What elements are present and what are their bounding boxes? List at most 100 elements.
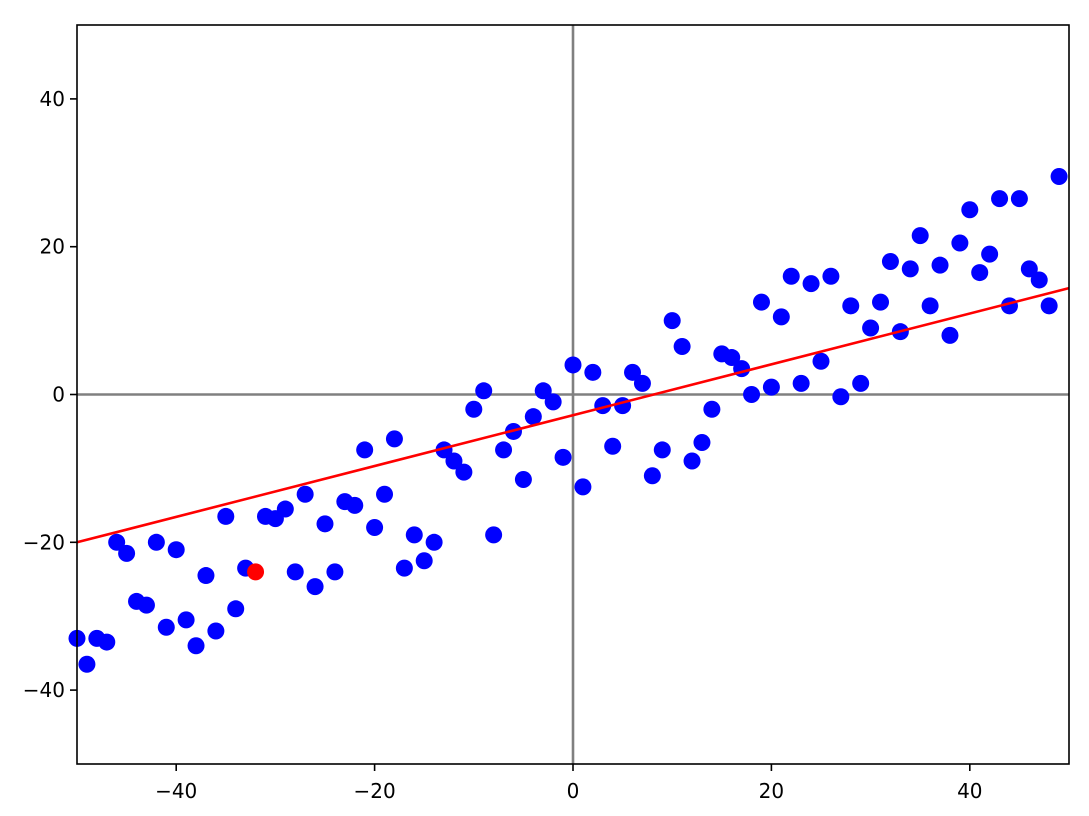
scatter-point-s0-50 — [574, 478, 592, 496]
scatter-point-s0-48 — [554, 448, 572, 466]
scatter-point-s0-24 — [316, 515, 334, 533]
scatter-point-s0-59 — [663, 312, 681, 330]
scatter-point-s0-27 — [346, 496, 364, 514]
scatter-point-s0-77 — [842, 297, 860, 315]
scatter-point-s0-39 — [465, 400, 483, 418]
x-tick-label-2: 0 — [567, 779, 580, 803]
scatter-point-s0-29 — [366, 519, 384, 537]
scatter-point-s0-8 — [147, 533, 165, 551]
scatter-point-s0-80 — [872, 293, 890, 311]
scatter-point-s0-4 — [108, 533, 126, 551]
scatter-point-s0-23 — [306, 578, 324, 596]
fit-line — [76, 286, 1070, 544]
scatter-point-s0-51 — [584, 363, 602, 381]
scatter-point-s1-0 — [247, 563, 265, 581]
scatter-point-s0-81 — [881, 252, 899, 270]
y-tick-label-2: 0 — [52, 383, 65, 407]
scatter-point-s0-78 — [852, 374, 870, 392]
x-tick-label-3: 20 — [759, 779, 784, 803]
scatter-point-s0-79 — [862, 319, 880, 337]
scatter-point-s0-68 — [752, 293, 770, 311]
scatter-point-s0-94 — [1010, 190, 1028, 208]
scatter-point-s0-7 — [137, 596, 155, 614]
scatter-point-s0-13 — [197, 567, 215, 585]
scatter-point-s0-30 — [376, 485, 394, 503]
x-tick-label-1: −20 — [353, 779, 395, 803]
scatter-point-s0-91 — [981, 245, 999, 263]
scatter-point-s0-74 — [812, 352, 830, 370]
plot-contents — [68, 25, 1070, 764]
scatter-point-s0-90 — [971, 264, 989, 282]
scatter-point-s0-11 — [177, 611, 195, 629]
scatter-point-s0-86 — [931, 256, 949, 274]
scatter-point-s0-89 — [961, 201, 979, 219]
y-tick-label-3: 20 — [40, 235, 65, 259]
scatter-point-s0-67 — [743, 386, 761, 403]
scatter-point-s0-28 — [356, 441, 374, 459]
scatter-point-s0-84 — [911, 227, 929, 245]
scatter-point-s0-65 — [723, 349, 741, 367]
axis-ticks: −40 −20 0 20 40 −40 −20 0 20 40 — [23, 87, 983, 803]
scatter-point-s0-34 — [415, 552, 433, 570]
scatter-point-s0-16 — [227, 600, 245, 618]
scatter-point-s0-5 — [118, 544, 136, 562]
scatter-point-s0-61 — [683, 452, 701, 470]
scatter-point-s0-69 — [762, 378, 780, 396]
y-tick-label-1: −20 — [23, 530, 65, 554]
scatter-point-s0-72 — [792, 374, 810, 392]
scatter-point-s0-15 — [217, 507, 235, 525]
scatter-point-s0-38 — [455, 463, 473, 481]
scatter-point-s0-9 — [157, 618, 175, 636]
y-tick-label-0: −40 — [23, 678, 65, 702]
scatter-point-s0-12 — [187, 637, 205, 655]
scatter-point-s0-63 — [703, 400, 721, 418]
scatter-point-s0-88 — [951, 234, 969, 252]
scatter-point-s0-76 — [832, 388, 850, 406]
scatter-point-s0-60 — [673, 337, 691, 355]
scatter-point-s0-97 — [1040, 297, 1058, 315]
scatter-point-s0-37 — [445, 452, 463, 470]
scatter-point-s0-49 — [564, 356, 582, 374]
scatter-point-s0-20 — [276, 500, 294, 518]
scatter-point-s0-53 — [604, 437, 622, 455]
scatter-point-s0-47 — [544, 393, 562, 411]
scatter-point-s0-62 — [693, 434, 711, 452]
scatter-point-s0-98 — [1050, 167, 1068, 185]
scatter-point-s0-92 — [991, 190, 1009, 208]
scatter-point-s0-56 — [633, 374, 651, 392]
x-tick-label-4: 40 — [957, 779, 982, 803]
scatter-point-s0-33 — [405, 526, 423, 544]
scatter-point-s0-87 — [941, 326, 959, 344]
scatter-point-s0-14 — [207, 622, 225, 640]
scatter-point-s0-75 — [822, 267, 840, 285]
scatter-point-s0-73 — [802, 275, 820, 293]
scatter-point-s0-45 — [524, 408, 542, 426]
scatter-point-s0-1 — [78, 655, 96, 673]
scatter-point-s0-41 — [485, 526, 503, 544]
scatter-point-s0-35 — [425, 533, 443, 551]
scatter-point-s0-31 — [385, 430, 403, 448]
scatter-point-s0-55 — [624, 363, 642, 381]
scatter-point-s0-36 — [435, 441, 453, 459]
scatter-point-s0-42 — [495, 441, 513, 459]
scatter-point-s0-10 — [167, 541, 185, 559]
scatter-point-s0-3 — [98, 633, 116, 651]
scatter-point-s0-32 — [395, 559, 413, 577]
scatter-point-s0-25 — [326, 563, 344, 581]
scatter-point-s0-57 — [643, 467, 661, 485]
y-tick-label-4: 40 — [40, 87, 65, 111]
scatter-point-s0-85 — [921, 297, 939, 315]
scatter-point-s0-95 — [1020, 260, 1038, 278]
scatter-point-s0-83 — [901, 260, 919, 278]
scatter-point-s0-71 — [782, 267, 800, 285]
scatter-point-s0-44 — [514, 470, 532, 488]
scatter-point-s0-46 — [534, 382, 552, 400]
scatter-point-s0-70 — [772, 308, 790, 326]
x-tick-label-0: −40 — [155, 779, 197, 803]
scatter-point-s0-21 — [286, 563, 304, 581]
scatter-point-s0-58 — [653, 441, 671, 459]
scatter-point-s0-96 — [1030, 271, 1048, 289]
scatter-point-s0-22 — [296, 485, 314, 503]
